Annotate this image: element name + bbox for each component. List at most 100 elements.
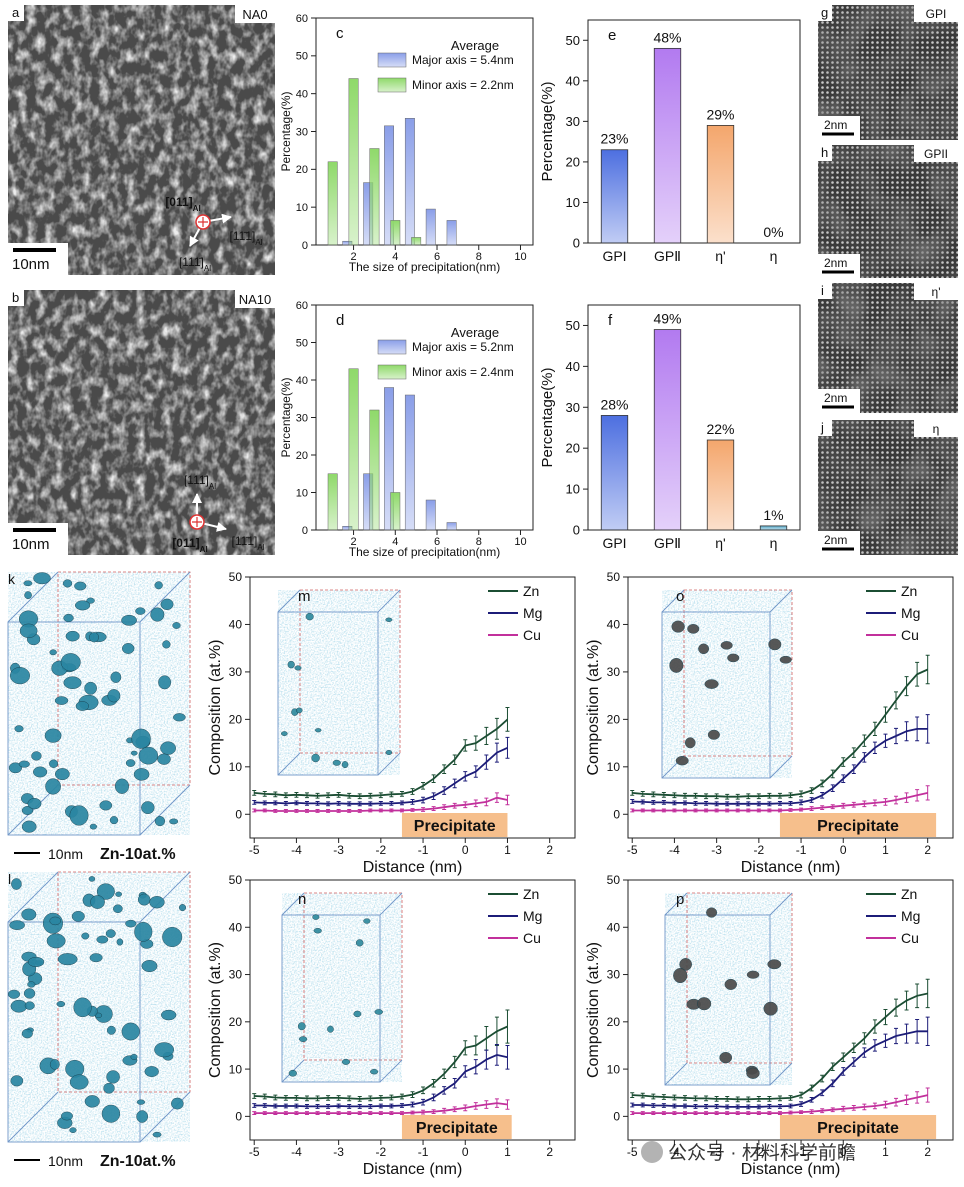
label-background	[914, 145, 958, 162]
bar	[600, 415, 629, 531]
error-bar	[862, 734, 867, 747]
error-bar	[651, 1111, 656, 1115]
error-bar	[630, 799, 635, 804]
error-bar	[714, 1111, 719, 1115]
error-bar	[862, 1047, 867, 1058]
legend-label: Cu	[901, 930, 919, 946]
error-bar	[714, 1104, 719, 1109]
error-bar	[630, 1111, 635, 1115]
error-bar	[378, 808, 383, 813]
error-bar	[630, 1092, 635, 1098]
precipitate	[14, 725, 24, 733]
error-bar	[252, 790, 257, 796]
error-bar	[894, 795, 899, 805]
error-bar	[904, 1094, 909, 1106]
y-tick-label: 30	[229, 968, 243, 982]
error-bar	[841, 802, 846, 809]
precipitate	[353, 1010, 362, 1018]
panel-letter: m	[298, 588, 311, 605]
y-tick-label: 0	[302, 240, 308, 252]
error-bar	[661, 800, 666, 805]
error-bar	[252, 800, 257, 805]
error-bar	[463, 739, 468, 752]
value-label: 29%	[706, 106, 734, 122]
error-bar	[851, 1104, 856, 1111]
y-tick-label: 30	[607, 665, 621, 679]
precipitate	[727, 653, 740, 663]
bar	[384, 387, 394, 531]
image-label: NA0	[242, 7, 267, 22]
error-bar	[872, 1039, 877, 1052]
label-background	[914, 5, 958, 22]
x-tick-label: 6	[434, 536, 440, 548]
y-tick-label: 30	[607, 968, 621, 982]
error-bar	[915, 789, 920, 802]
y-tick-label: 10	[566, 482, 580, 497]
error-bar	[693, 1104, 698, 1109]
error-bar	[788, 1095, 793, 1101]
error-bar	[915, 983, 920, 1009]
scale-label: 10nm	[12, 256, 50, 273]
scale-label: 2nm	[824, 391, 847, 405]
error-bar	[262, 1111, 267, 1115]
error-bar	[767, 1096, 772, 1102]
scale-label: 10nm	[12, 536, 50, 553]
precipitate	[136, 1099, 146, 1105]
precipitate	[363, 918, 371, 924]
error-bar	[746, 1096, 751, 1103]
error-bar	[336, 809, 341, 813]
error-bar	[661, 808, 666, 813]
y-tick-label: 30	[296, 126, 308, 138]
error-bar	[326, 1104, 331, 1109]
error-bar	[725, 801, 730, 807]
error-bar	[851, 1057, 856, 1067]
error-bar	[473, 799, 478, 808]
image-label: η'	[932, 285, 941, 299]
precipitate	[313, 927, 322, 934]
precipitate	[11, 878, 22, 890]
direction-label: [11̄1]Al	[230, 229, 263, 247]
legend-label: Major axis = 5.2nm	[412, 340, 514, 354]
y-tick-label: 40	[296, 89, 308, 101]
precipitate	[105, 929, 116, 938]
error-bar	[830, 804, 835, 810]
error-bar	[421, 1109, 426, 1115]
precipitate	[7, 989, 21, 999]
y-tick-label: 40	[607, 618, 621, 632]
bar	[404, 118, 415, 246]
precipitate	[101, 1104, 121, 1123]
precipitate	[312, 914, 320, 920]
image-label: NA10	[239, 292, 272, 307]
label-main: [11̄1]	[230, 229, 256, 243]
error-bar	[273, 809, 278, 813]
error-bar	[894, 691, 899, 710]
error-bar	[347, 809, 352, 813]
error-bar	[452, 802, 457, 809]
label-main: [111̄]	[179, 255, 204, 269]
error-bar	[315, 800, 320, 806]
error-bar	[252, 1103, 257, 1108]
precipitate	[698, 643, 710, 655]
precipitate	[125, 919, 137, 928]
precipitate	[767, 959, 782, 970]
precipitate	[171, 1097, 184, 1110]
plot-frame	[249, 576, 576, 839]
precipitate	[137, 893, 151, 906]
value-label: 28%	[600, 396, 628, 412]
scale-background	[818, 254, 860, 278]
image-label: GPI	[926, 7, 947, 21]
y-axis-label: Percentage(%)	[539, 81, 556, 181]
precipitate	[136, 1110, 149, 1123]
precipitate	[341, 761, 349, 769]
scale-label: 2nm	[824, 118, 847, 132]
legend-label: Zn	[901, 583, 917, 599]
error-bar	[651, 800, 656, 805]
error-bar	[746, 801, 751, 807]
x-tick-label: -3	[711, 843, 722, 857]
plot-frame	[315, 304, 534, 531]
error-bar	[704, 1095, 709, 1102]
error-bar	[820, 779, 825, 788]
legend-label: Mg	[523, 605, 542, 621]
x-tick-label: 2	[546, 843, 553, 857]
y-tick-label: 20	[566, 441, 580, 456]
